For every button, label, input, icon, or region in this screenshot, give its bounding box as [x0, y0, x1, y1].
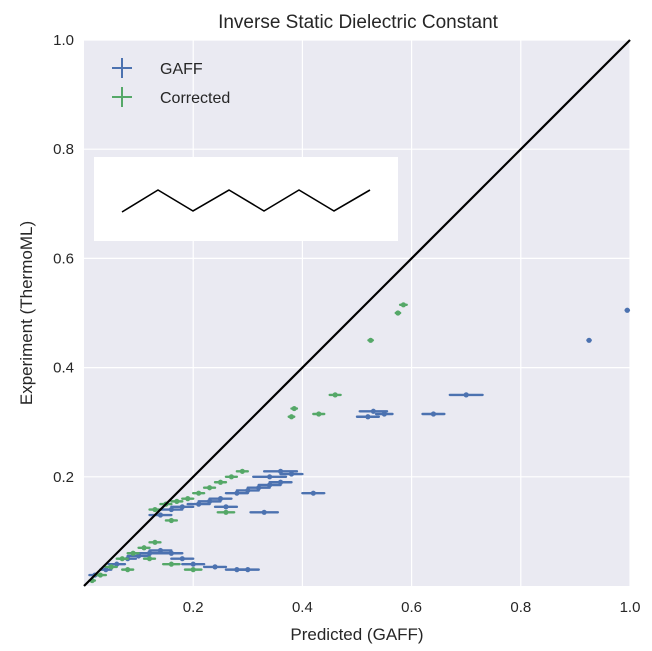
x-tick-label: 0.4 [292, 599, 313, 616]
data-point [152, 539, 158, 545]
data-point [288, 471, 295, 477]
data-point [114, 561, 120, 567]
data-point [267, 482, 273, 488]
x-tick-label: 0.8 [510, 599, 531, 616]
legend-label-gaff: GAFF [160, 61, 203, 78]
data-point [228, 474, 235, 480]
data-point [332, 392, 338, 398]
y-tick-label: 0.6 [53, 250, 74, 267]
data-point [261, 509, 267, 515]
data-point [277, 468, 284, 474]
x-tick-label: 0.2 [183, 599, 204, 616]
data-point [179, 504, 185, 510]
data-point [245, 567, 251, 573]
data-point [136, 553, 142, 559]
data-point [291, 405, 297, 412]
inset-box [94, 157, 398, 241]
data-point [212, 564, 218, 570]
data-point [316, 411, 322, 417]
data-point [125, 567, 131, 573]
identity-line [83, 39, 631, 587]
data-point [277, 479, 284, 485]
data-point [190, 561, 196, 567]
data-point [168, 561, 174, 567]
data-point [157, 547, 164, 554]
data-point [103, 567, 109, 573]
data-point [381, 411, 387, 417]
data-point [288, 414, 295, 420]
data-point [141, 545, 147, 551]
data-point [206, 498, 213, 504]
data-point [97, 572, 103, 578]
data-point [179, 556, 185, 562]
y-tick-label: 0.8 [53, 141, 74, 158]
data-point [168, 550, 174, 556]
data-point [217, 479, 224, 485]
data-point [624, 307, 630, 313]
data-point [234, 490, 240, 496]
legend-label-corrected: Corrected [160, 90, 230, 107]
legend: GAFF Corrected [112, 58, 230, 107]
data-point [185, 496, 191, 502]
data-series [88, 302, 631, 584]
grid-lines [84, 39, 631, 586]
legend-item-gaff: GAFF [112, 58, 203, 78]
data-point [119, 556, 125, 562]
y-tick-label: 1.0 [53, 32, 74, 49]
x-axis-label: Predicted (GAFF) [290, 625, 423, 644]
data-point [395, 310, 401, 316]
data-point [196, 490, 202, 496]
y-tick-label: 0.2 [53, 469, 74, 486]
data-point [130, 550, 136, 556]
data-point [223, 504, 229, 510]
molecule-inset [94, 157, 398, 241]
data-point [463, 392, 469, 398]
data-point [217, 496, 224, 502]
y-axis-ticks: 0.2 0.4 0.6 0.8 1.0 [53, 32, 74, 486]
data-point [430, 411, 437, 417]
data-point [196, 501, 202, 507]
data-point [586, 337, 592, 343]
data-point [267, 474, 273, 480]
series-corrected [88, 302, 408, 584]
data-point [310, 490, 316, 496]
data-point [174, 498, 180, 504]
data-point [206, 485, 213, 491]
data-point [245, 487, 251, 494]
data-point [168, 517, 174, 524]
data-point [152, 506, 158, 513]
data-point [370, 408, 376, 414]
data-point [168, 506, 174, 513]
x-tick-label: 0.6 [401, 599, 422, 616]
legend-item-corrected: Corrected [112, 87, 230, 107]
data-point [223, 509, 229, 515]
x-tick-label: 1.0 [620, 599, 641, 616]
data-point [190, 567, 196, 573]
data-point [157, 512, 164, 518]
zigzag-molecule-icon [121, 189, 371, 213]
data-point [256, 485, 262, 491]
data-point [108, 564, 114, 570]
y-axis-label: Experiment (ThermoML) [17, 221, 36, 405]
data-point [239, 468, 245, 474]
data-point [146, 556, 153, 562]
chart-title: Inverse Static Dielectric Constant [218, 12, 499, 33]
data-point [146, 550, 153, 556]
x-axis-ticks: 0.2 0.4 0.6 0.8 1.0 [183, 599, 641, 616]
y-tick-label: 0.4 [53, 360, 74, 377]
data-point [400, 302, 407, 308]
data-point [368, 337, 374, 343]
data-point [365, 414, 371, 420]
